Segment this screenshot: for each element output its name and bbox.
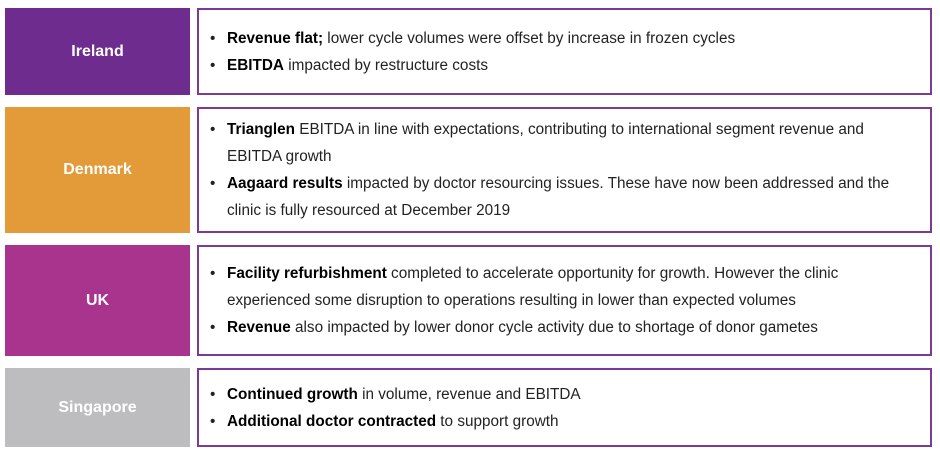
row: Ireland Revenue flat; lower cycle volumes… [5, 8, 932, 95]
region-label: Ireland [5, 8, 190, 95]
details-box: Continued growth in volume, revenue and … [197, 368, 932, 447]
bullet-text: also impacted by lower donor cycle activ… [290, 319, 818, 336]
bullet-list: Revenue flat; lower cycle volumes were o… [199, 25, 747, 79]
details-box: Trianglen EBITDA in line with expectatio… [197, 107, 932, 233]
region-label: Singapore [5, 368, 190, 447]
row: Singapore Continued growth in volume, rev… [5, 368, 932, 447]
bullet-text: EBITDA in line with expectations, contri… [227, 121, 864, 165]
bullet-text: impacted by restructure costs [283, 56, 488, 74]
row: UK Facility refurbishment completed to ac… [5, 245, 932, 356]
bullet-bold: Facility refurbishment [227, 265, 387, 282]
bullet: Trianglen EBITDA in line with expectatio… [210, 116, 918, 170]
bullet-bold: Aagaard results [227, 175, 343, 192]
bullet-text: in volume, revenue and EBITDA [357, 385, 581, 403]
bullet: Facility refurbishment completed to acce… [210, 260, 918, 314]
bullet-text: to support growth [436, 412, 559, 430]
bullet-list: Facility refurbishment completed to acce… [199, 260, 930, 341]
bullet-list: Trianglen EBITDA in line with expectatio… [199, 116, 930, 224]
bullet-bold: EBITDA [227, 56, 284, 74]
row: Denmark Trianglen EBITDA in line with exp… [5, 107, 932, 233]
bullet: Continued growth in volume, revenue and … [210, 381, 581, 408]
bullet-bold: Revenue flat; [227, 29, 324, 47]
bullet: Revenue also impacted by lower donor cyc… [210, 314, 918, 341]
region-label: UK [5, 245, 190, 356]
region-label: Denmark [5, 107, 190, 233]
bullet: Revenue flat; lower cycle volumes were o… [210, 25, 736, 52]
bullet: EBITDA impacted by restructure costs [210, 52, 735, 79]
bullet: Additional doctor contracted to support … [210, 408, 581, 435]
details-box: Revenue flat; lower cycle volumes were o… [197, 8, 932, 95]
bullet: Aagaard results impacted by doctor resou… [210, 170, 918, 224]
bullet-text: impacted by doctor resourcing issues. Th… [227, 175, 890, 219]
details-box: Facility refurbishment completed to acce… [197, 245, 932, 356]
bullet-bold: Additional doctor contracted [227, 412, 437, 430]
bullet-bold: Revenue [227, 319, 291, 336]
bullet-bold: Continued growth [227, 385, 358, 403]
bullet-text: lower cycle volumes were offset by incre… [323, 29, 736, 47]
bullet-text: completed to accelerate opportunity for … [227, 265, 839, 309]
bullet-list: Continued growth in volume, revenue and … [199, 381, 593, 435]
bullet-bold: Trianglen [227, 121, 295, 138]
